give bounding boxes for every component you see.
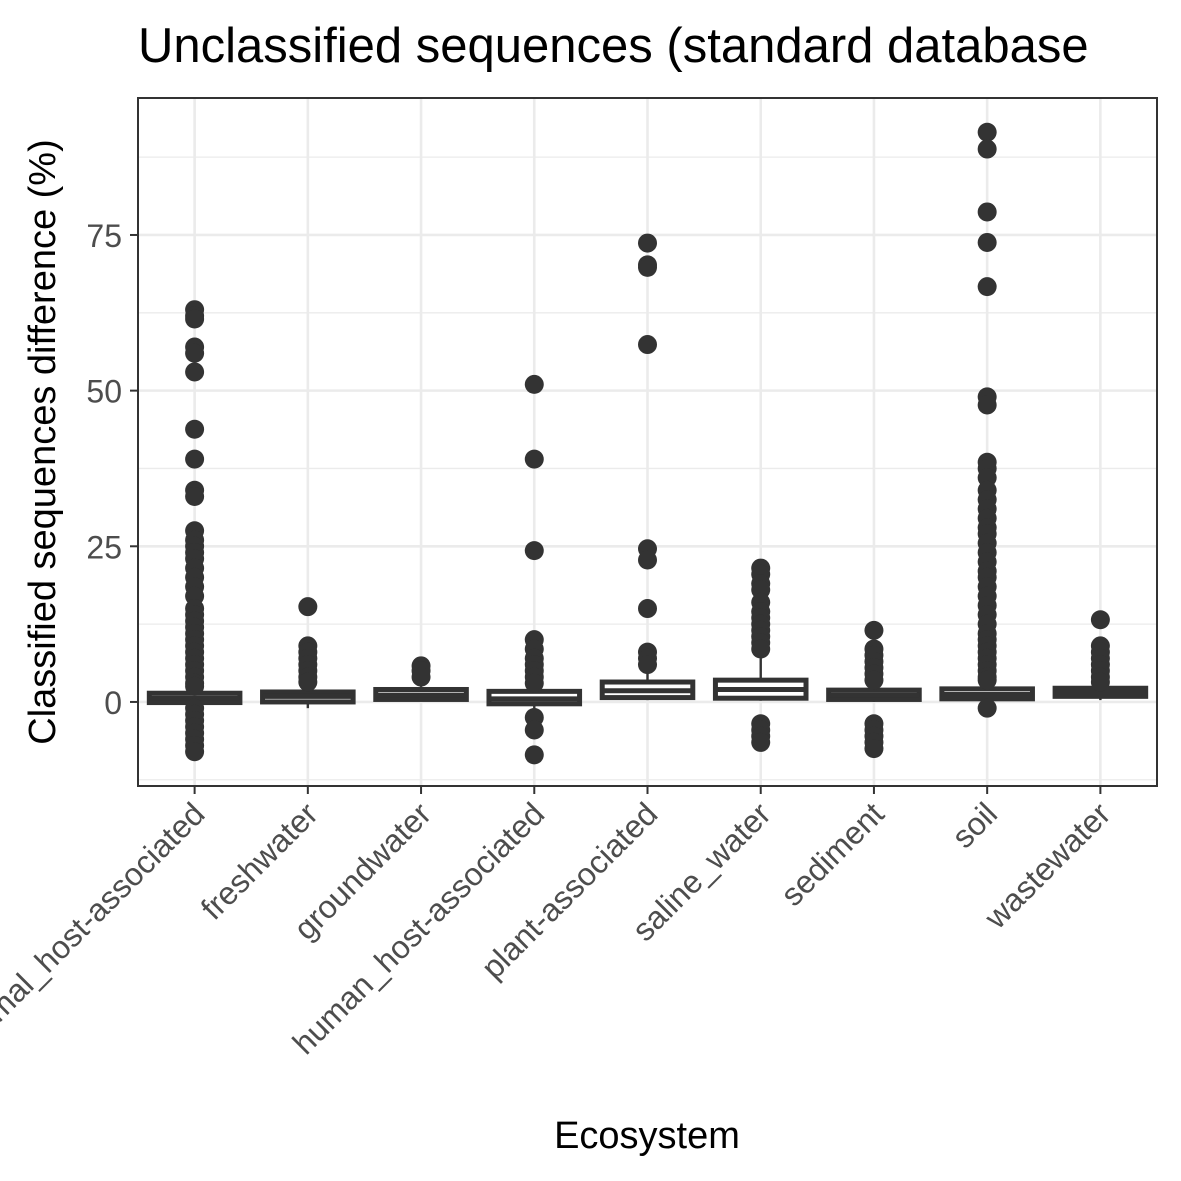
outlier-point <box>977 395 997 415</box>
outlier-points <box>185 122 1110 765</box>
outlier-point <box>638 257 657 277</box>
outlier-point <box>977 670 997 690</box>
outlier-point <box>977 122 997 142</box>
outlier-point <box>638 655 657 675</box>
outlier-point <box>751 639 771 659</box>
outlier-point <box>298 672 318 692</box>
y-tick-label: 25 <box>86 529 122 565</box>
outlier-point <box>185 449 205 469</box>
outlier-point <box>185 343 205 363</box>
outlier-point <box>298 597 318 617</box>
outlier-point <box>524 449 544 469</box>
outlier-point <box>524 374 544 394</box>
y-axis-title: Classified sequences difference (%) <box>22 139 64 745</box>
y-tick-label: 50 <box>86 374 122 410</box>
y-tick-label: 75 <box>86 218 122 254</box>
outlier-point <box>638 599 657 619</box>
outlier-point <box>185 486 205 506</box>
outlier-point <box>864 620 884 640</box>
y-tick-label: 0 <box>104 685 122 721</box>
chart-title: Unclassified sequences (standard databas… <box>138 19 1089 73</box>
outlier-point <box>977 232 997 252</box>
outlier-point <box>524 720 544 740</box>
outlier-point <box>977 277 997 297</box>
outlier-point <box>638 233 657 253</box>
outlier-point <box>638 550 657 570</box>
outlier-point <box>185 309 205 329</box>
outlier-point <box>524 745 544 765</box>
outlier-point <box>185 419 205 439</box>
outlier-point <box>638 335 657 355</box>
outlier-point <box>1090 610 1110 630</box>
outlier-point <box>524 541 544 561</box>
x-axis-title: Ecosystem <box>554 1115 740 1157</box>
outlier-point <box>185 362 205 382</box>
outlier-point <box>185 742 205 762</box>
outlier-point <box>864 739 884 759</box>
outlier-point <box>977 202 997 222</box>
outlier-point <box>977 698 997 718</box>
outlier-point <box>977 139 997 159</box>
outlier-point <box>1090 672 1110 692</box>
outlier-point <box>411 667 431 687</box>
outlier-point <box>524 673 544 693</box>
outlier-point <box>864 670 884 690</box>
outlier-point <box>185 676 205 696</box>
outlier-point <box>751 732 771 752</box>
